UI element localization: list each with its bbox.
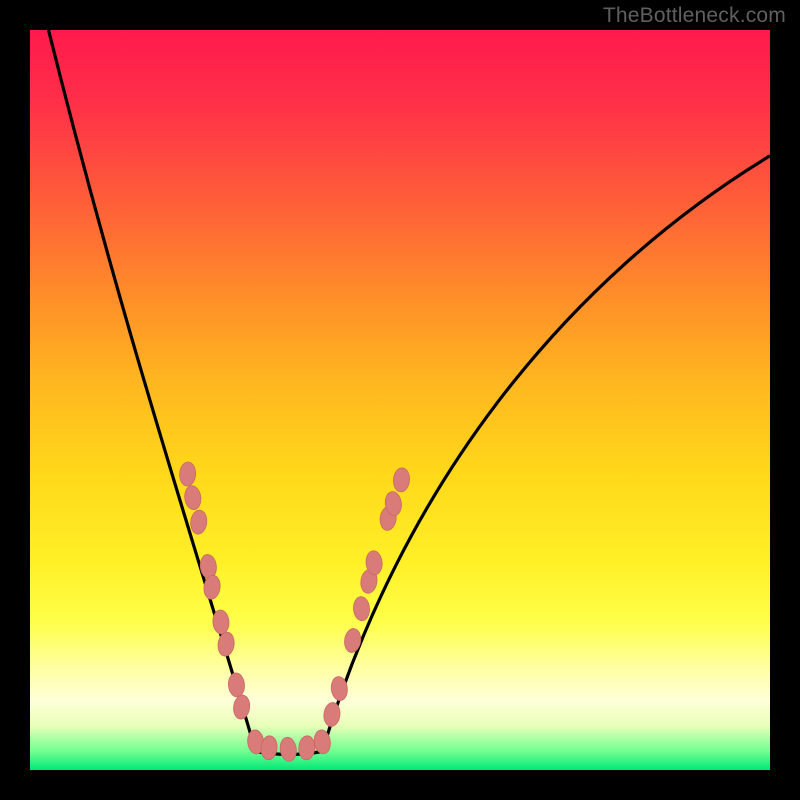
curve-right-arm (322, 156, 770, 752)
data-marker (183, 485, 202, 511)
data-marker (203, 574, 222, 600)
data-marker (393, 467, 411, 492)
data-marker (232, 694, 251, 720)
data-marker (212, 609, 230, 634)
data-marker (298, 735, 316, 760)
data-marker (190, 509, 208, 534)
data-marker (179, 462, 196, 487)
data-marker (228, 672, 246, 697)
watermark-text: TheBottleneck.com (603, 4, 786, 28)
plot-area (30, 30, 770, 770)
data-marker (353, 596, 371, 621)
curve-layer (30, 30, 770, 770)
data-marker (279, 736, 298, 762)
